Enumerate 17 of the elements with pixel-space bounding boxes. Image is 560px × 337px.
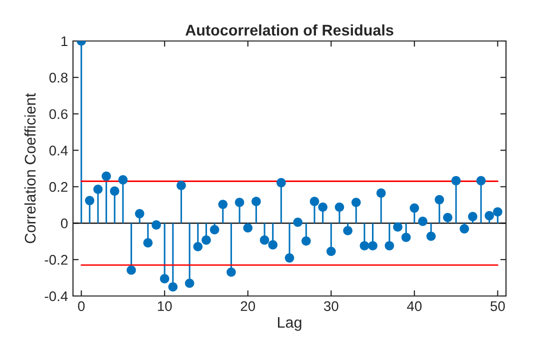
y-tick-label: 0.6 — [49, 109, 68, 120]
x-tick-label: 30 — [324, 301, 338, 312]
x-tick-label: 50 — [490, 301, 505, 312]
x-tick-label: 0 — [78, 301, 85, 312]
y-tick-label: 0 — [60, 218, 68, 228]
x-axis-title: Lag — [278, 317, 302, 331]
y-tick-label: 0.8 — [49, 72, 68, 83]
y-axis-title: Correlation Coefficient — [24, 93, 36, 244]
y-tick-label: -0.2 — [44, 254, 68, 265]
y-tick-label: 0.2 — [49, 182, 68, 192]
x-tick-label: 10 — [158, 301, 172, 312]
y-tick-label: 0.4 — [49, 146, 68, 156]
y-tick-label: -0.4 — [44, 291, 68, 302]
x-tick-label: 20 — [240, 301, 256, 312]
y-tick-label: 1 — [61, 36, 68, 46]
x-tick-label: 40 — [407, 301, 422, 312]
chart-title: Autocorrelation of Residuals — [185, 24, 394, 36]
